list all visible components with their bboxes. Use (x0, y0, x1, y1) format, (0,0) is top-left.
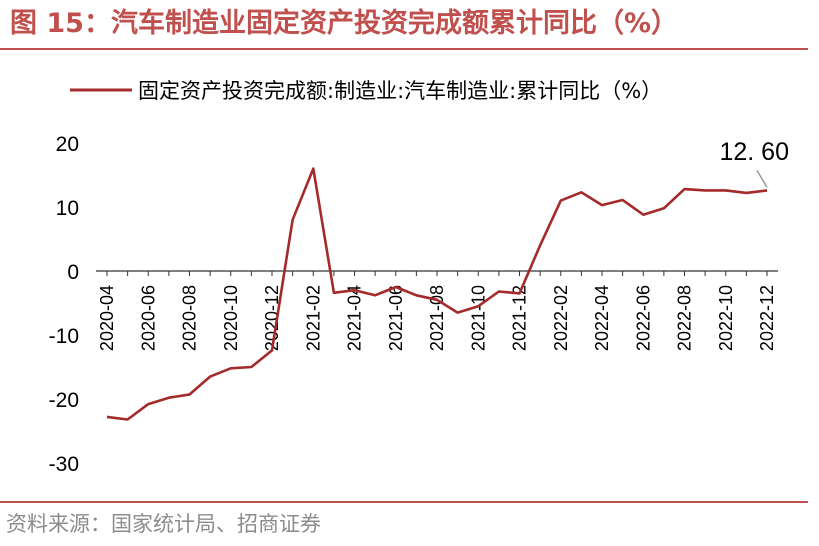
x-tick-label: 2022-08 (675, 285, 695, 351)
y-tick-label: 10 (56, 197, 79, 220)
source-note: 资料来源：国家统计局、招商证券 (6, 512, 321, 536)
annotations: 12. 60 (719, 138, 789, 188)
x-tick-label: 2020-10 (221, 285, 241, 351)
x-tick-label: 2021-04 (345, 285, 365, 351)
y-tick-label: -20 (49, 389, 79, 412)
x-tick-label: 2020-12 (262, 285, 282, 351)
x-tick-label: 2021-10 (468, 285, 488, 351)
callout-leader-line (756, 169, 768, 188)
chart-legend: 固定资产投资完成额:制造业:汽车制造业:累计同比（%） (70, 79, 662, 103)
x-tick-label: 2021-08 (427, 285, 447, 351)
y-tick-label: -30 (49, 453, 79, 476)
x-tick-label: 2020-06 (138, 285, 158, 351)
y-tick-label: 0 (67, 261, 79, 284)
x-tick-label: 2020-04 (97, 285, 117, 351)
x-tick-label: 2020-08 (180, 285, 200, 351)
x-tick-label: 2021-02 (303, 285, 323, 351)
y-tick-label: 20 (56, 133, 79, 156)
figure-title: 图 15：汽车制造业固定资产投资完成额累计同比（%） (10, 8, 679, 39)
legend-label: 固定资产投资完成额:制造业:汽车制造业:累计同比（%） (138, 79, 662, 103)
x-tick-label: 2022-04 (592, 285, 612, 351)
plot-area (106, 167, 768, 421)
y-tick-label: -10 (49, 325, 79, 348)
x-tick-label: 2022-02 (551, 285, 571, 351)
x-tick-label: 2021-06 (386, 285, 406, 351)
y-axis: 20 10 0 -10 -20 -30 (49, 133, 79, 476)
source-divider (0, 501, 808, 503)
x-tick-label: 2022-10 (716, 285, 736, 351)
x-tick-label: 2021-12 (510, 285, 530, 351)
x-axis: 2020-04 2020-06 2020-08 2020-10 2020-12 2021-… (96, 270, 778, 351)
x-tick-label: 2022-12 (757, 285, 777, 351)
title-divider (0, 48, 808, 50)
x-tick-label: 2022-06 (633, 285, 653, 351)
callout-label: 12. 60 (719, 138, 789, 166)
